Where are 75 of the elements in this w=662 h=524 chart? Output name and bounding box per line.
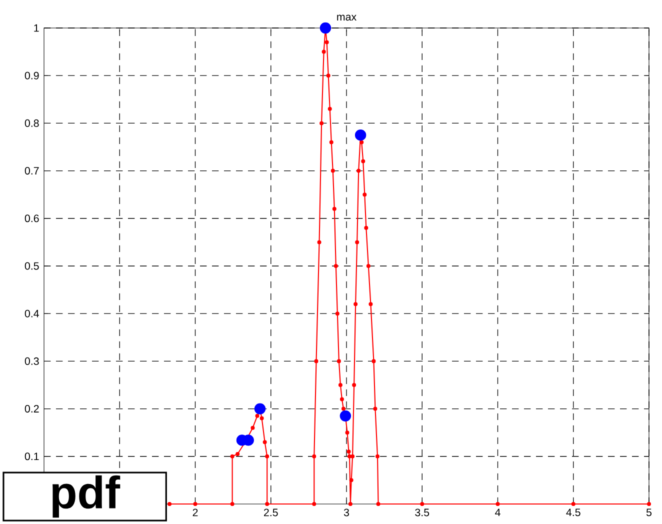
x-tick-label: 3 [344, 508, 349, 516]
point [340, 397, 344, 402]
point [193, 502, 198, 506]
x-tick-label: 4 [495, 508, 500, 516]
point [372, 359, 376, 364]
point [346, 450, 351, 454]
point [230, 502, 234, 506]
point [335, 312, 340, 316]
point [254, 403, 266, 414]
point [354, 302, 358, 306]
point [366, 264, 370, 268]
x-tick-label: 2.5 [264, 508, 278, 516]
point [317, 240, 322, 244]
y-tick-label: 0.7 [24, 167, 39, 175]
point [362, 192, 367, 197]
point [354, 129, 366, 141]
point [326, 74, 330, 78]
x-tick-label: 2 [192, 508, 198, 516]
y-tick-label: 0.9 [24, 72, 39, 80]
point [250, 426, 255, 430]
point [236, 452, 240, 456]
point [312, 502, 316, 506]
point [646, 502, 651, 506]
point [322, 50, 326, 54]
point [312, 454, 316, 458]
point [360, 140, 364, 144]
y-tick-label: 0.3 [24, 357, 39, 365]
annotation: pdf [52, 475, 120, 518]
point [364, 226, 368, 230]
point [330, 168, 335, 173]
y-tick-label: 0.2 [24, 405, 39, 413]
x-tick-label: 4.5 [566, 508, 580, 516]
point [332, 206, 336, 211]
y-tick-label: 0.5 [24, 262, 39, 270]
x-tick-label: 5 [646, 508, 652, 516]
point [328, 106, 332, 111]
point [260, 416, 264, 420]
point [349, 478, 354, 482]
point [345, 430, 350, 435]
y-tick-label: 0.1 [24, 452, 39, 460]
point [361, 159, 366, 164]
point [352, 382, 356, 387]
point [341, 406, 346, 411]
y-tick-label: 1 [34, 24, 39, 32]
x-tick-label: 3.5 [415, 508, 430, 516]
point [355, 240, 360, 244]
point [376, 502, 380, 506]
point [376, 454, 380, 458]
point [340, 410, 352, 422]
point [571, 502, 576, 506]
point [338, 382, 342, 387]
point [324, 40, 329, 44]
point [320, 22, 332, 34]
point [373, 406, 378, 411]
y-tick-label: 0.4 [24, 310, 39, 318]
point [320, 121, 324, 126]
point [348, 502, 352, 506]
point [265, 454, 270, 458]
point [496, 502, 500, 506]
point [336, 359, 341, 364]
point [368, 302, 373, 306]
point [420, 502, 424, 506]
y-tick-label: 0.6 [24, 214, 39, 222]
y-tick-label: 0.8 [24, 119, 39, 127]
chart-title: max [337, 14, 356, 21]
point [329, 140, 334, 144]
point [334, 264, 338, 268]
point [265, 502, 270, 506]
point [350, 454, 355, 458]
point [314, 359, 318, 364]
point [168, 502, 172, 506]
point [255, 414, 260, 418]
point [262, 440, 267, 444]
point [230, 454, 234, 458]
point [356, 168, 361, 173]
